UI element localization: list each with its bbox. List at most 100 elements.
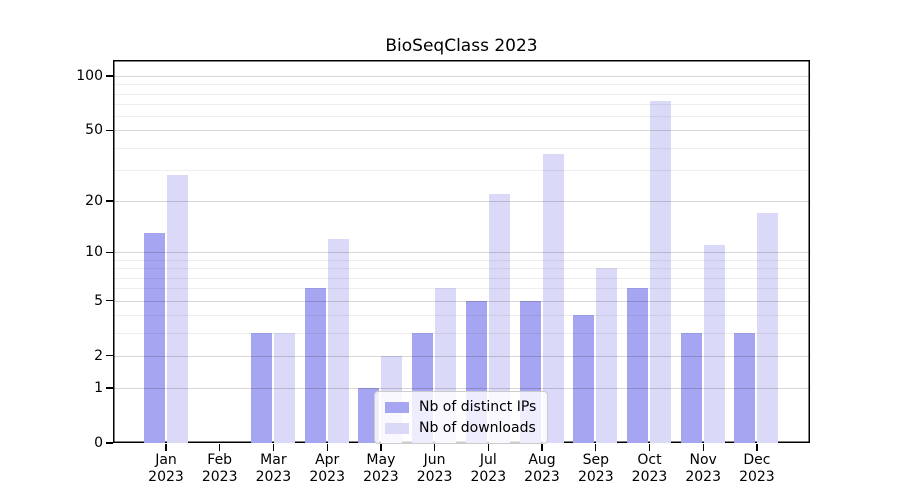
bar-nb-of-downloads-oct: [649, 100, 671, 443]
gridline-minor: [113, 277, 810, 279]
x-tick-month: Aug: [528, 452, 556, 468]
y-tick-label: 50: [85, 122, 103, 139]
gridline-minor: [113, 259, 810, 261]
x-tick-year: 2023: [577, 469, 614, 485]
x-tick-year: 2023: [631, 469, 668, 485]
y-tick-mark: [105, 129, 113, 132]
bar-nb-of-downloads-sep: [596, 268, 618, 443]
bar-nb-of-distinct-ips-mar: [250, 332, 272, 443]
legend-swatch-distinct-ips-icon: [385, 401, 409, 413]
x-tick-year: 2023: [524, 469, 560, 485]
y-tick-mark: [105, 251, 113, 254]
x-tick-month: Feb: [207, 452, 233, 468]
bar-nb-of-distinct-ips-dec: [734, 332, 756, 443]
legend-label-distinct-ips: Nb of distinct IPs: [419, 399, 537, 415]
gridline-minor: [113, 332, 810, 334]
x-tick-label: Jun 2023: [405, 452, 465, 486]
y-tick-label: 2: [94, 347, 103, 364]
gridline-minor: [113, 315, 810, 316]
x-tick-label: Oct 2023: [620, 452, 680, 486]
y-tick-mark: [105, 299, 113, 302]
x-tick-year: 2023: [685, 469, 721, 485]
y-tick-label: 20: [85, 193, 103, 209]
x-tick-label: Feb 2023: [190, 452, 250, 486]
gridline-minor: [113, 93, 810, 95]
x-tick-mark: [595, 444, 597, 451]
x-tick-mark: [272, 444, 275, 451]
y-tick-label: 1: [94, 379, 103, 396]
gridline-minor: [113, 288, 810, 290]
y-tick-mark: [105, 355, 113, 357]
gridline-minor: [113, 268, 810, 270]
x-tick-month: Jul: [479, 452, 497, 468]
x-tick-label: Jan 2023: [136, 452, 196, 486]
gridline-major: [113, 300, 810, 302]
gridline-minor: [113, 104, 810, 106]
x-tick-label: Dec 2023: [727, 452, 787, 486]
x-tick-mark: [702, 444, 704, 451]
x-tick-mark: [165, 444, 167, 451]
x-tick-year: 2023: [309, 469, 345, 485]
x-tick-month: Oct: [637, 452, 662, 468]
y-tick-mark: [105, 442, 113, 444]
x-tick-mark: [326, 444, 328, 451]
x-tick-label: Apr 2023: [297, 452, 357, 486]
plot-area: Nb of distinct IPs Nb of downloads: [113, 60, 810, 444]
x-tick-label: Mar 2023: [243, 452, 303, 486]
x-tick-month: Apr: [315, 452, 340, 468]
x-tick-year: 2023: [470, 469, 507, 485]
x-tick-year: 2023: [201, 469, 238, 485]
x-tick-mark: [756, 444, 758, 451]
x-tick-year: 2023: [363, 469, 399, 485]
x-tick-mark: [541, 444, 543, 451]
bar-nb-of-distinct-ips-apr: [304, 288, 326, 443]
x-tick-label: Aug 2023: [512, 452, 572, 486]
gridline-minor: [113, 147, 810, 149]
gridline-minor: [113, 84, 810, 86]
legend-swatch-downloads-icon: [385, 422, 409, 434]
gridline-major: [113, 201, 810, 202]
gridline-minor: [113, 170, 810, 171]
x-tick-label: May 2023: [351, 452, 411, 486]
x-tick-year: 2023: [148, 469, 184, 485]
y-tick-label: 5: [94, 292, 103, 309]
legend-row-downloads: Nb of downloads: [385, 420, 536, 436]
y-tick-mark: [105, 75, 113, 77]
x-tick-label: Nov 2023: [673, 452, 733, 486]
y-tick-label: 10: [85, 244, 103, 261]
gridline-major: [113, 252, 810, 254]
legend-row-distinct-ips: Nb of distinct IPs: [385, 399, 536, 415]
x-tick-month: Dec: [743, 452, 771, 468]
x-tick-month: Nov: [689, 452, 717, 468]
legend-label-downloads: Nb of downloads: [419, 420, 536, 436]
x-tick-mark: [648, 444, 651, 451]
y-tick-mark: [105, 387, 113, 389]
x-tick-mark: [487, 444, 489, 451]
bar-nb-of-distinct-ips-sep: [573, 315, 595, 443]
y-tick-label: 0: [94, 435, 103, 451]
x-tick-month: Sep: [582, 452, 609, 468]
bar-nb-of-downloads-jan: [166, 175, 188, 443]
y-tick-mark: [105, 200, 113, 202]
gridline-major: [113, 76, 810, 78]
bar-nb-of-distinct-ips-nov: [680, 332, 702, 443]
x-tick-month: Jun: [423, 452, 446, 468]
bar-nb-of-downloads-nov: [703, 245, 725, 443]
bar-nb-of-downloads-jul: [488, 193, 510, 443]
x-tick-month: Jan: [155, 452, 177, 468]
chart-title: BioSeqClass 2023: [385, 36, 538, 56]
x-tick-mark: [219, 444, 221, 451]
gridline-major: [113, 387, 810, 389]
bar-nb-of-downloads-dec: [757, 213, 779, 443]
x-tick-year: 2023: [416, 469, 453, 485]
bar-nb-of-downloads-apr: [327, 239, 349, 443]
gridline-minor: [113, 116, 810, 118]
x-tick-mark: [433, 444, 436, 451]
y-tick-label: 100: [76, 68, 103, 85]
bar-nb-of-distinct-ips-oct: [626, 288, 648, 443]
x-tick-year: 2023: [255, 469, 292, 485]
bar-nb-of-downloads-mar: [273, 332, 295, 443]
x-tick-month: May: [366, 452, 396, 468]
x-tick-mark: [380, 444, 382, 451]
